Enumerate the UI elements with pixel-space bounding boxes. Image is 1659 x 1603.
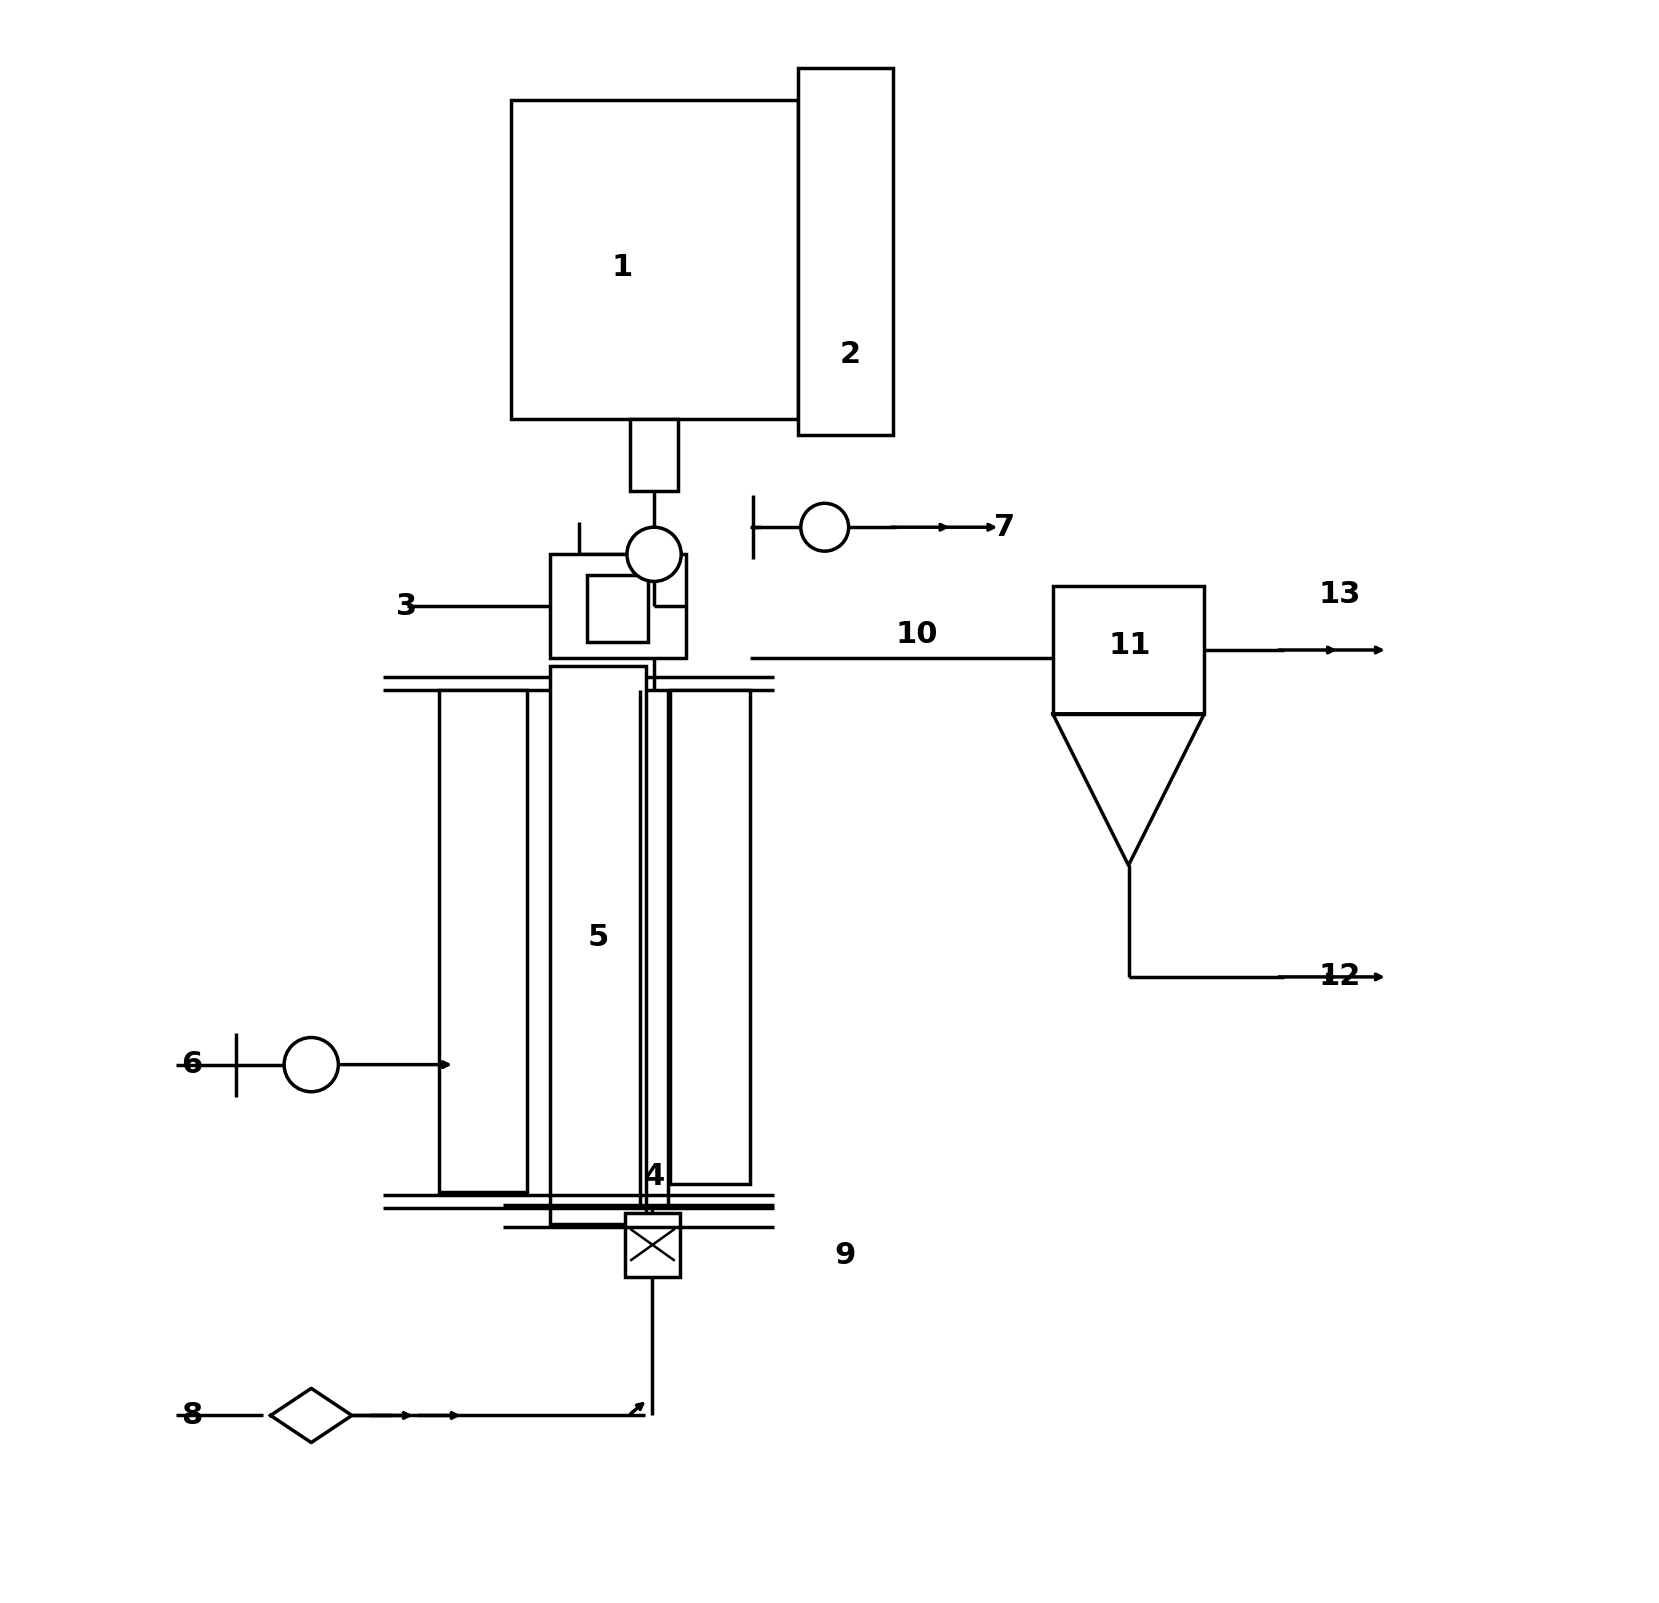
Bar <box>1053 587 1204 713</box>
Circle shape <box>801 503 849 551</box>
Text: 4: 4 <box>644 1162 665 1191</box>
Bar <box>625 1213 680 1276</box>
Text: 12: 12 <box>1319 962 1360 991</box>
Text: 2: 2 <box>839 340 861 370</box>
Bar <box>440 689 526 1193</box>
Polygon shape <box>270 1388 352 1443</box>
Bar <box>511 99 798 418</box>
Text: 8: 8 <box>181 1401 202 1430</box>
Polygon shape <box>1053 713 1204 866</box>
Circle shape <box>627 527 682 582</box>
Text: 13: 13 <box>1319 580 1360 609</box>
Text: 1: 1 <box>612 253 632 282</box>
Text: 3: 3 <box>397 593 418 622</box>
Circle shape <box>284 1037 338 1092</box>
Text: 5: 5 <box>587 923 609 952</box>
Text: 10: 10 <box>896 620 939 649</box>
Bar <box>587 575 647 643</box>
Text: 6: 6 <box>181 1050 202 1079</box>
Text: 7: 7 <box>994 513 1015 542</box>
Text: 11: 11 <box>1108 630 1151 660</box>
Bar <box>551 665 645 1225</box>
Bar <box>670 689 750 1185</box>
Bar <box>798 67 893 434</box>
Text: 9: 9 <box>834 1241 856 1271</box>
Bar <box>630 418 679 491</box>
Bar <box>551 555 685 657</box>
